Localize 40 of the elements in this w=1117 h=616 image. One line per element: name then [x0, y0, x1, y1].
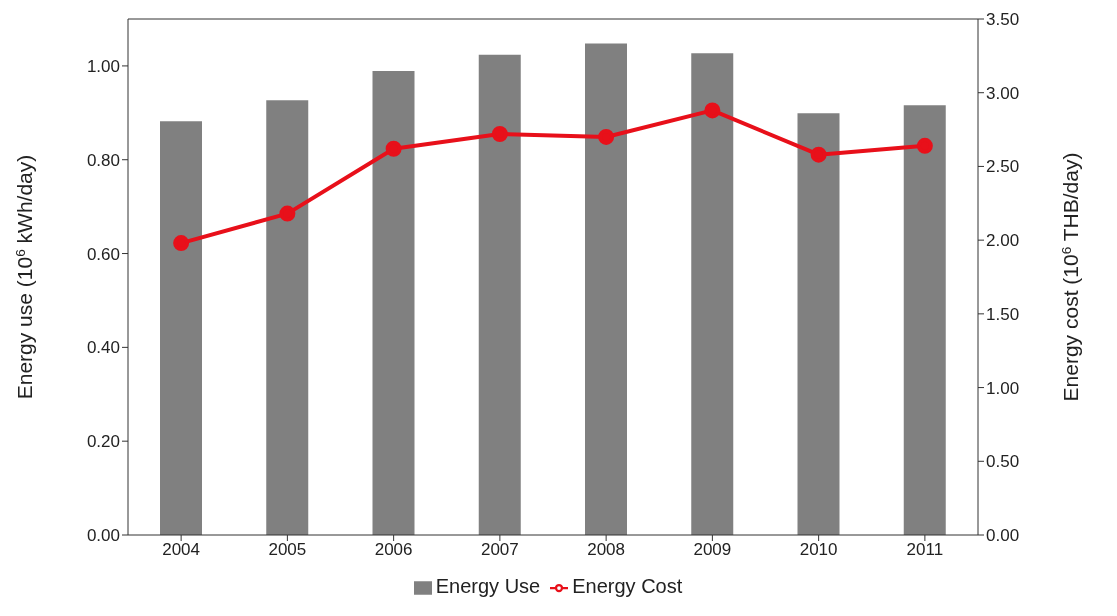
bar: [266, 100, 309, 535]
point: [173, 235, 190, 252]
point: [916, 137, 933, 154]
x-tick-label: 2007: [480, 540, 519, 560]
y2-tick-label: 2.50: [986, 157, 1020, 177]
point: [279, 205, 296, 222]
bar: [478, 54, 521, 535]
bar: [585, 43, 627, 535]
y-tick-label: 0.20: [86, 432, 120, 452]
x-tick-label: 2011: [906, 540, 944, 560]
y2-tick-label: 3.00: [986, 83, 1020, 103]
point: [810, 146, 827, 163]
point: [598, 128, 615, 145]
y2-tick-label: 2.00: [986, 231, 1020, 251]
y2-tick-label: 0.00: [986, 526, 1020, 546]
y-tick-label: 0.00: [86, 526, 120, 546]
y2-tick-label: 1.00: [986, 378, 1020, 398]
point: [491, 125, 508, 142]
point: [704, 102, 721, 119]
bar: [691, 53, 734, 535]
x-tick-label: 2008: [587, 540, 626, 560]
x-tick-label: 2005: [268, 540, 307, 560]
y-tick-label: 0.80: [86, 150, 120, 170]
x-tick-label: 2004: [162, 540, 201, 560]
bar: [797, 113, 840, 535]
y-tick-label: 0.40: [86, 338, 120, 358]
point: [385, 140, 402, 157]
bar: [372, 71, 415, 535]
x-tick-label: 2010: [799, 540, 838, 560]
y2-tick-label: 1.50: [986, 304, 1020, 324]
legend-label: Energy Use: [435, 575, 541, 597]
y2-tick-label: 3.50: [986, 10, 1020, 30]
x-tick-label: 2009: [693, 540, 732, 560]
bar: [160, 121, 202, 535]
legend-label: Energy Cost: [572, 575, 683, 597]
y-tick-label: 0.60: [86, 244, 120, 264]
x-tick-label: 2006: [374, 540, 413, 560]
y-tick-label: 1.00: [86, 56, 120, 76]
y2-tick-label: 0.50: [986, 452, 1020, 472]
bar: [903, 105, 946, 535]
